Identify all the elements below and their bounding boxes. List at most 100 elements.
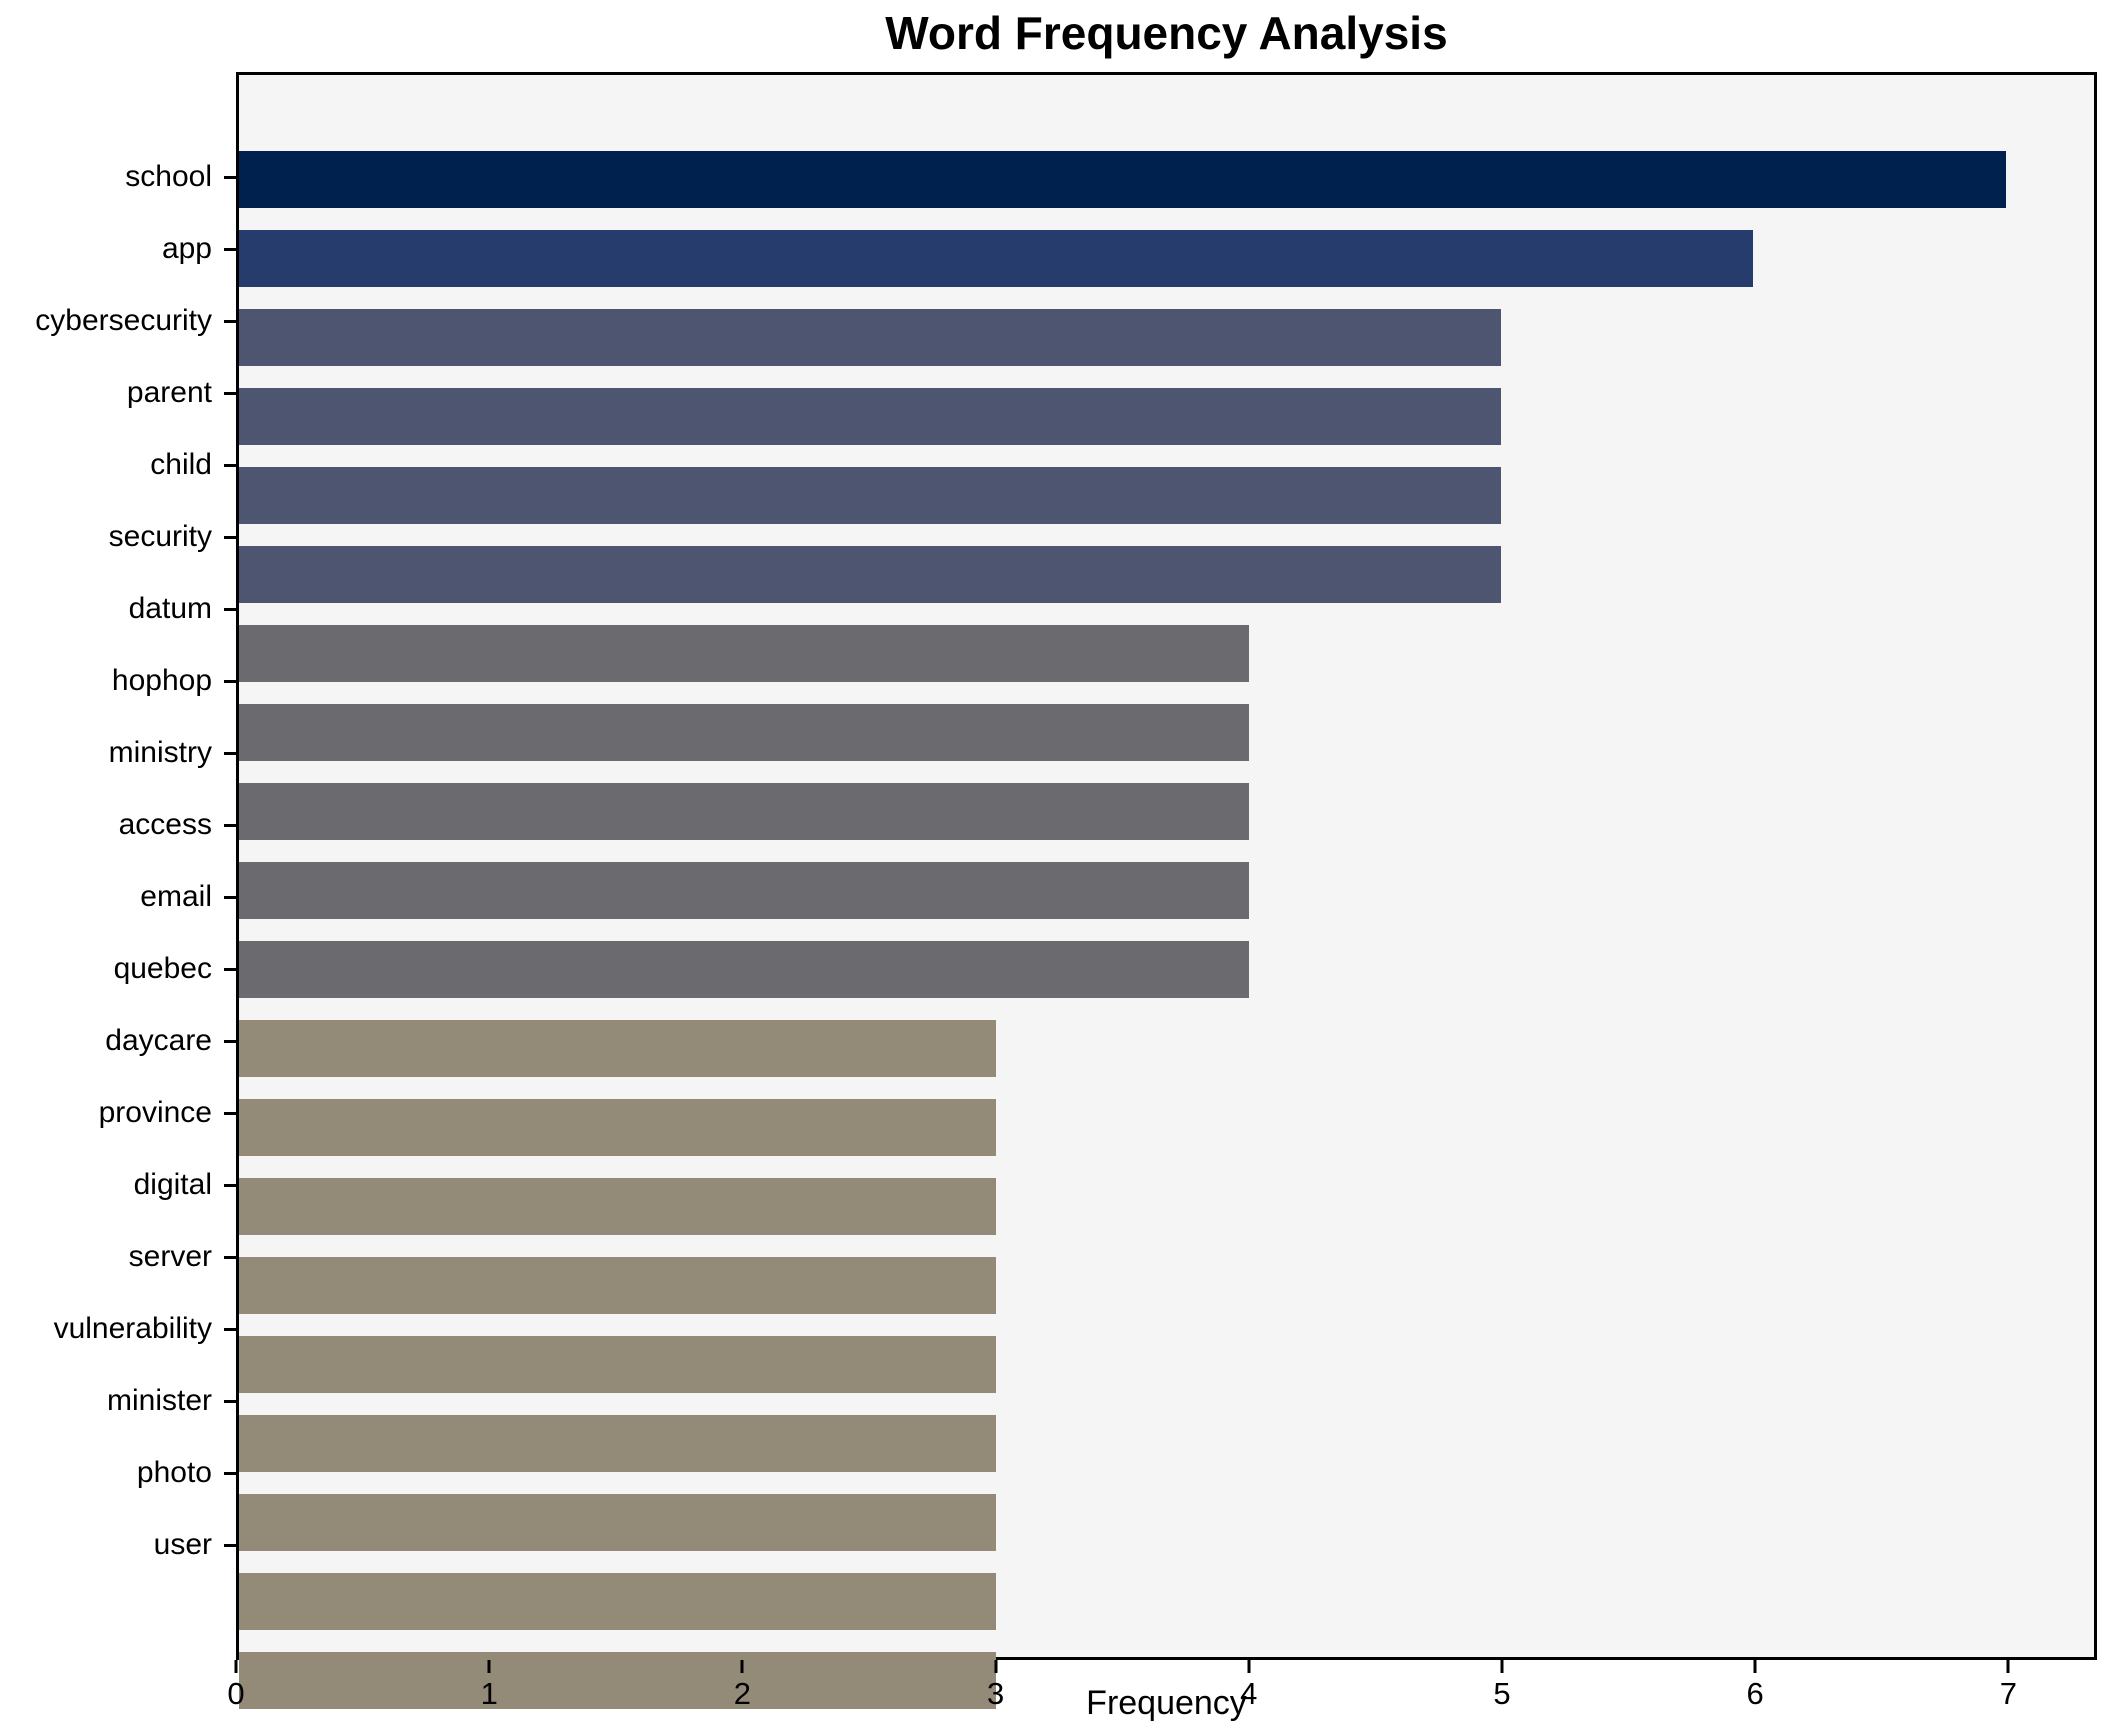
bar-server bbox=[239, 1336, 997, 1393]
y-tick-mark bbox=[224, 1400, 236, 1403]
bar-row bbox=[239, 862, 2094, 934]
y-tick-mark bbox=[224, 536, 236, 539]
bar-user bbox=[239, 1652, 997, 1709]
x-axis-label: Frequency bbox=[1086, 1684, 1247, 1722]
y-tick-mark bbox=[224, 1112, 236, 1115]
bar-datum bbox=[239, 625, 1249, 682]
y-row: child bbox=[0, 429, 236, 501]
y-tick-label: datum bbox=[128, 592, 212, 625]
bar-row bbox=[239, 1099, 2094, 1171]
bar-email bbox=[239, 941, 1249, 998]
y-tick-label: minister bbox=[106, 1384, 212, 1417]
y-tick-label: app bbox=[161, 232, 212, 265]
y-tick-label: server bbox=[128, 1240, 212, 1273]
bar-hophop bbox=[239, 704, 1249, 761]
x-axis: 0 1 2 3 4 5 6 7 bbox=[227, 1660, 2097, 1716]
x-tick-mark bbox=[2006, 1660, 2010, 1673]
y-row: digital bbox=[0, 1149, 236, 1221]
x-tick-label: 1 bbox=[480, 1676, 498, 1711]
x-tick-label: 6 bbox=[1746, 1676, 1764, 1711]
bar-row bbox=[239, 1573, 2094, 1645]
bar-ministry bbox=[239, 783, 1249, 840]
bar-minister bbox=[239, 1494, 997, 1551]
y-tick-label: email bbox=[140, 880, 212, 913]
bar-row bbox=[239, 1336, 2094, 1408]
y-row: quebec bbox=[0, 933, 236, 1005]
x-tick-label: 2 bbox=[733, 1676, 752, 1711]
x-tick-label: 3 bbox=[986, 1676, 1005, 1711]
y-axis: school app cybersecurity parent child securit… bbox=[0, 72, 236, 1660]
bar-row bbox=[239, 1415, 2094, 1487]
y-tick-mark bbox=[224, 1328, 236, 1331]
y-tick-label: photo bbox=[136, 1456, 212, 1489]
x-tick-mark bbox=[1753, 1660, 1757, 1673]
bar-row bbox=[239, 230, 2094, 302]
x-tick-label: 5 bbox=[1493, 1676, 1511, 1711]
y-tick-label: security bbox=[108, 520, 212, 553]
y-tick-label: school bbox=[125, 160, 212, 193]
y-tick-label: cybersecurity bbox=[35, 304, 212, 337]
y-row: security bbox=[0, 501, 236, 573]
bar-row bbox=[239, 625, 2094, 697]
y-row: email bbox=[0, 861, 236, 933]
x-tick-mark bbox=[1247, 1660, 1251, 1673]
y-row: minister bbox=[0, 1365, 236, 1437]
y-row: hophop bbox=[0, 645, 236, 717]
bar-row bbox=[239, 467, 2094, 539]
y-row: vulnerability bbox=[0, 1293, 236, 1365]
chart-title: Word Frequency Analysis bbox=[885, 7, 1448, 59]
bar-cybersecurity bbox=[239, 309, 1501, 366]
y-tick-mark bbox=[224, 608, 236, 611]
y-row: school bbox=[0, 141, 236, 213]
bar-row bbox=[239, 151, 2094, 223]
y-row: app bbox=[0, 213, 236, 285]
x-tick-label: 0 bbox=[227, 1676, 245, 1711]
x-tick-mark bbox=[994, 1660, 998, 1673]
y-tick-label: vulnerability bbox=[53, 1312, 212, 1345]
x-tick-label: 4 bbox=[1240, 1676, 1258, 1711]
y-tick-label: quebec bbox=[113, 952, 212, 985]
y-row: photo bbox=[0, 1437, 236, 1509]
bar-row bbox=[239, 1020, 2094, 1092]
y-tick-label: ministry bbox=[108, 736, 212, 769]
bar-row bbox=[239, 783, 2094, 855]
y-tick-mark bbox=[224, 1040, 236, 1043]
bar-row bbox=[239, 1494, 2094, 1566]
y-tick-label: access bbox=[118, 808, 212, 841]
y-tick-label: hophop bbox=[111, 664, 212, 697]
bar-row bbox=[239, 1178, 2094, 1250]
y-tick-mark bbox=[224, 896, 236, 899]
y-row: user bbox=[0, 1509, 236, 1581]
y-tick-mark bbox=[224, 1472, 236, 1475]
y-tick-mark bbox=[224, 1256, 236, 1259]
bar-vulnerability bbox=[239, 1415, 997, 1472]
bar-app bbox=[239, 230, 1754, 287]
y-tick-labels: school app cybersecurity parent child securit… bbox=[0, 141, 236, 1581]
bar-school bbox=[239, 151, 2006, 208]
bar-child bbox=[239, 467, 1501, 524]
bar-row bbox=[239, 704, 2094, 776]
y-tick-mark bbox=[224, 824, 236, 827]
bar-row bbox=[239, 1257, 2094, 1329]
y-tick-label: parent bbox=[126, 376, 212, 409]
y-row: province bbox=[0, 1077, 236, 1149]
y-tick-mark bbox=[224, 464, 236, 467]
bar-daycare bbox=[239, 1099, 997, 1156]
bar-row bbox=[239, 1652, 2094, 1722]
bar-quebec bbox=[239, 1020, 997, 1077]
bar-row bbox=[239, 941, 2094, 1013]
bar-row bbox=[239, 546, 2094, 618]
bar-parent bbox=[239, 388, 1501, 445]
x-tick-mark bbox=[234, 1660, 238, 1673]
y-tick-label: province bbox=[98, 1096, 212, 1129]
y-tick-mark bbox=[224, 680, 236, 683]
bar-photo bbox=[239, 1573, 997, 1630]
y-tick-mark bbox=[224, 752, 236, 755]
y-tick-mark bbox=[224, 320, 236, 323]
y-row: cybersecurity bbox=[0, 285, 236, 357]
plot-area bbox=[236, 72, 2097, 1709]
y-tick-mark bbox=[224, 968, 236, 971]
y-row: server bbox=[0, 1221, 236, 1293]
bar-province bbox=[239, 1178, 997, 1235]
